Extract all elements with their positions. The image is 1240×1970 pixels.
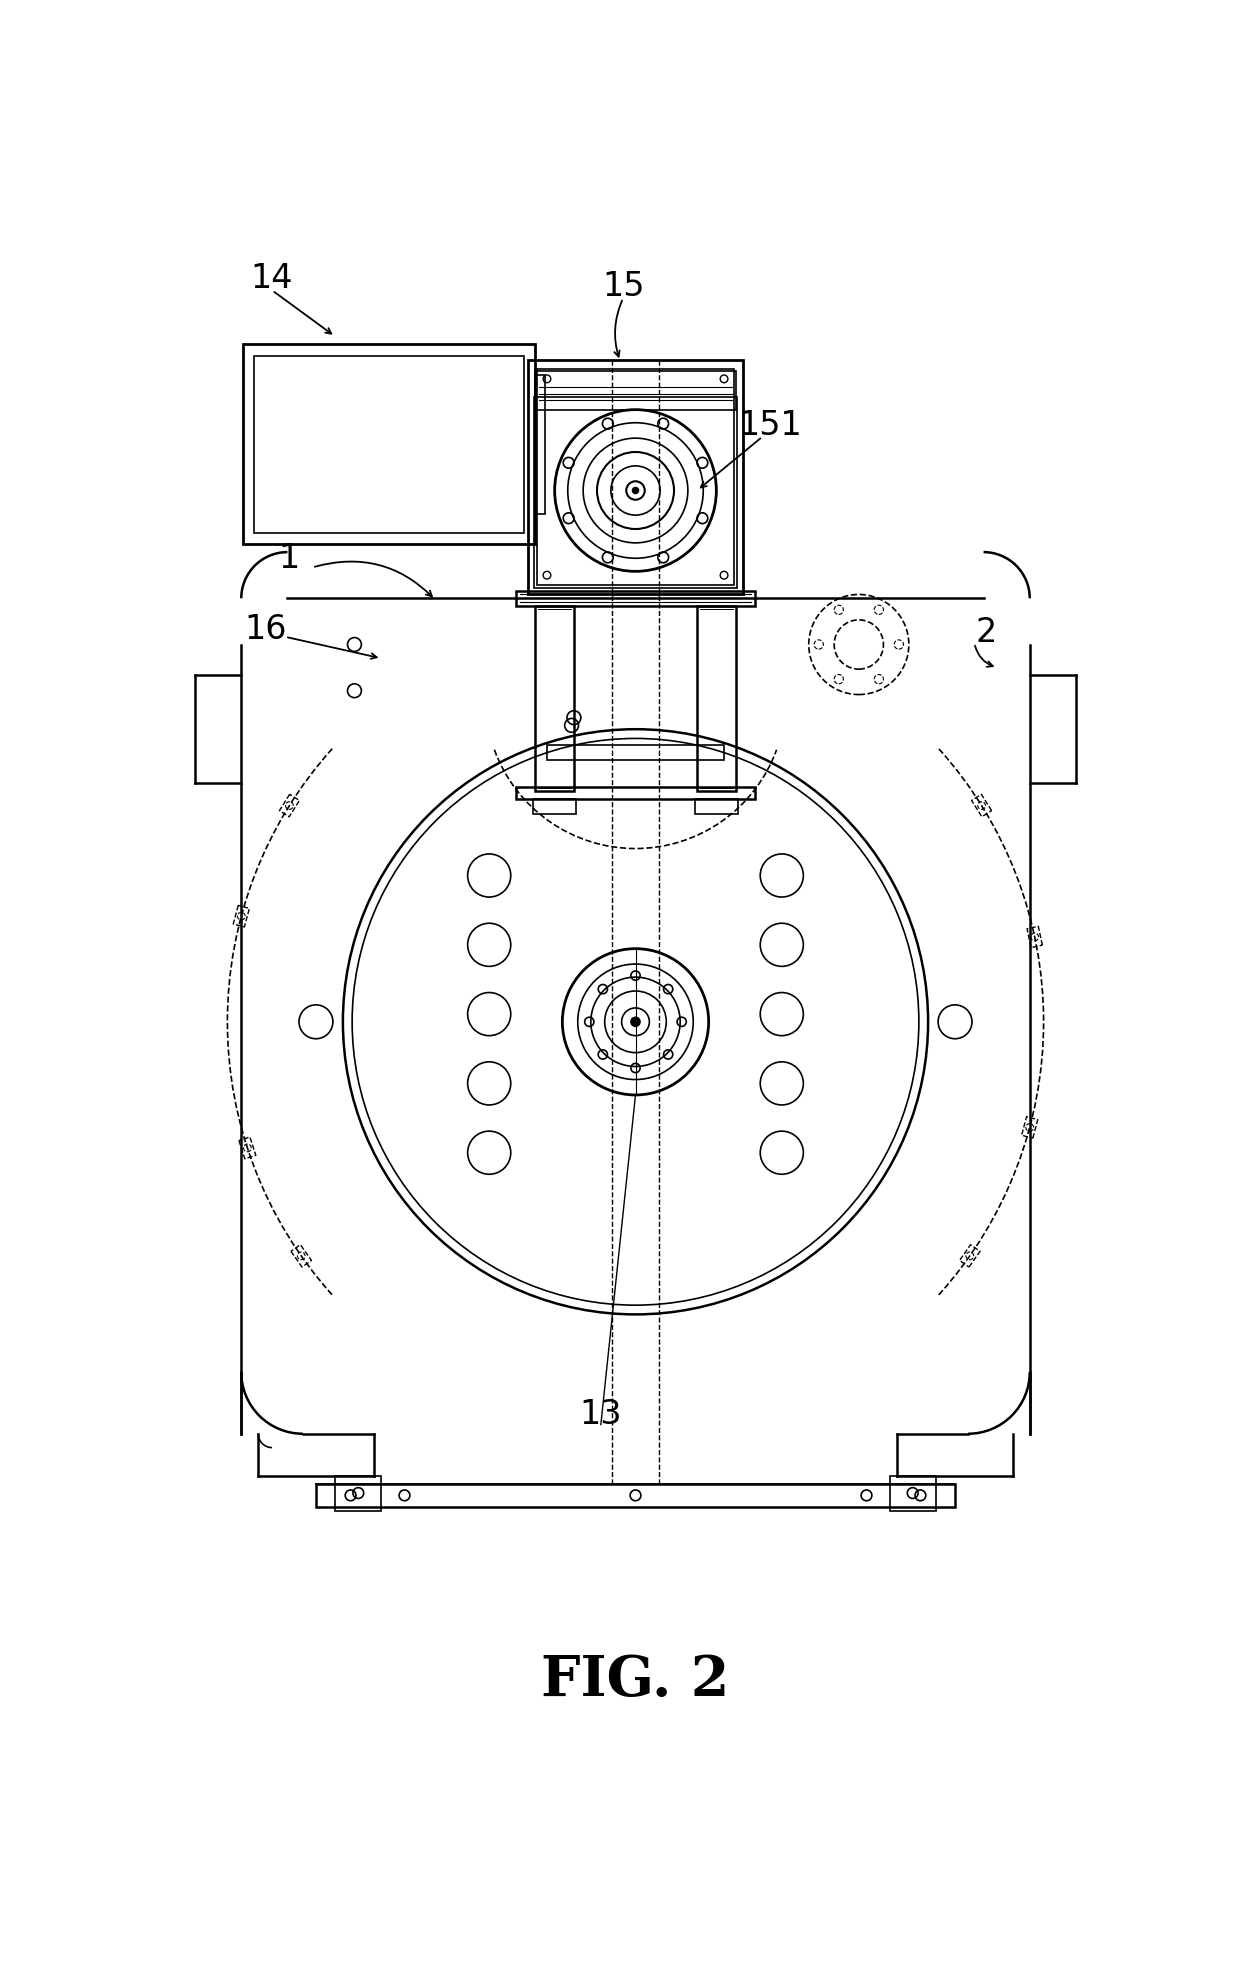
Text: 16: 16: [244, 613, 288, 646]
Text: 2: 2: [975, 617, 997, 650]
Circle shape: [632, 487, 639, 494]
Bar: [694, 798, 738, 814]
Bar: [516, 591, 755, 607]
Bar: [697, 607, 735, 790]
Text: 15: 15: [601, 270, 645, 303]
Text: 14: 14: [250, 262, 294, 295]
Text: 13: 13: [579, 1399, 622, 1430]
Bar: [243, 345, 536, 544]
Bar: [335, 1476, 382, 1511]
Bar: [316, 1483, 955, 1507]
Bar: [533, 798, 577, 814]
Bar: [537, 368, 734, 585]
Bar: [536, 374, 544, 514]
Bar: [536, 607, 574, 790]
Bar: [536, 370, 735, 410]
Bar: [547, 745, 724, 760]
Text: 1: 1: [278, 542, 300, 575]
Bar: [516, 786, 755, 798]
Bar: [889, 1476, 936, 1511]
Bar: [528, 361, 743, 595]
Text: FIG. 2: FIG. 2: [542, 1653, 729, 1708]
Bar: [534, 396, 737, 589]
Circle shape: [631, 1017, 640, 1026]
Bar: [254, 357, 523, 532]
Text: 151: 151: [738, 408, 802, 441]
